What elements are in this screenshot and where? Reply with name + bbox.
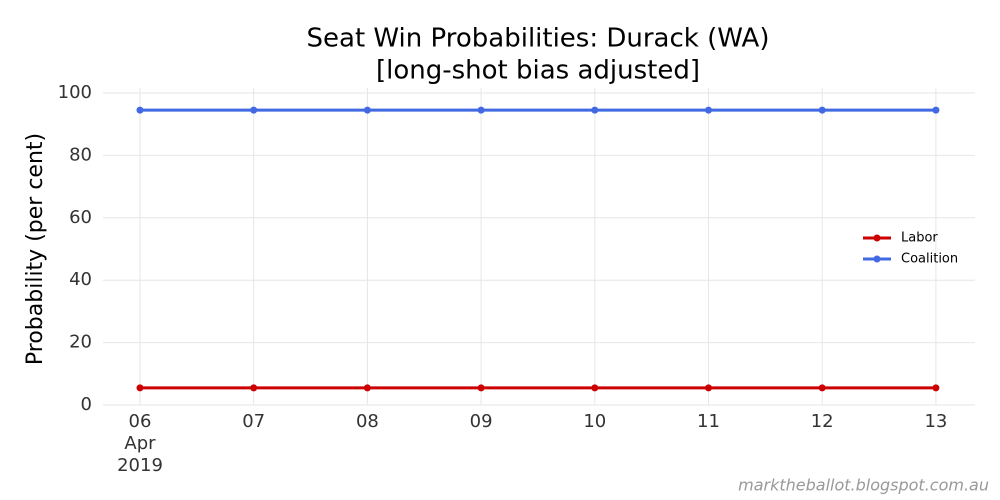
- y-tick-label: 80: [69, 144, 92, 165]
- source-note: marktheballot.blogspot.com.au: [738, 476, 989, 495]
- data-point: [250, 384, 258, 392]
- x-tick-label: 10: [583, 411, 606, 432]
- x-tick-label: 13: [924, 411, 947, 432]
- x-tick-label: 07: [242, 411, 265, 432]
- data-point: [818, 384, 826, 392]
- y-tick-label: 0: [81, 394, 92, 415]
- y-tick-label: 100: [58, 82, 92, 103]
- data-point: [136, 384, 144, 392]
- data-point: [932, 384, 940, 392]
- data-point: [705, 384, 712, 392]
- data-point: [818, 106, 826, 114]
- data-point: [591, 106, 599, 114]
- x-tick-label: 06 Apr 2019: [117, 411, 163, 476]
- y-tick-label: 60: [69, 207, 92, 228]
- data-point: [363, 384, 371, 392]
- legend-label: Labor: [901, 231, 938, 246]
- data-point: [363, 106, 371, 114]
- x-tick-label: 11: [697, 411, 720, 432]
- data-point: [705, 106, 712, 114]
- data-point: [136, 106, 144, 114]
- data-point: [477, 384, 485, 392]
- data-point: [250, 106, 258, 114]
- y-axis-label: Probability (per cent): [23, 133, 48, 365]
- x-tick-label: 08: [356, 411, 379, 432]
- x-tick-label: 12: [811, 411, 834, 432]
- x-tick-label: 09: [470, 411, 493, 432]
- legend-label: Coalition: [901, 252, 958, 267]
- legend-marker: [873, 234, 881, 242]
- y-tick-label: 40: [69, 269, 92, 290]
- data-point: [932, 106, 940, 114]
- legend-marker: [873, 255, 881, 263]
- chart-title: Seat Win Probabilities: Durack (WA): [307, 24, 770, 54]
- data-point: [591, 384, 599, 392]
- y-tick-label: 20: [69, 332, 92, 353]
- chart-subtitle: [long-shot bias adjusted]: [376, 56, 700, 86]
- data-point: [477, 106, 485, 114]
